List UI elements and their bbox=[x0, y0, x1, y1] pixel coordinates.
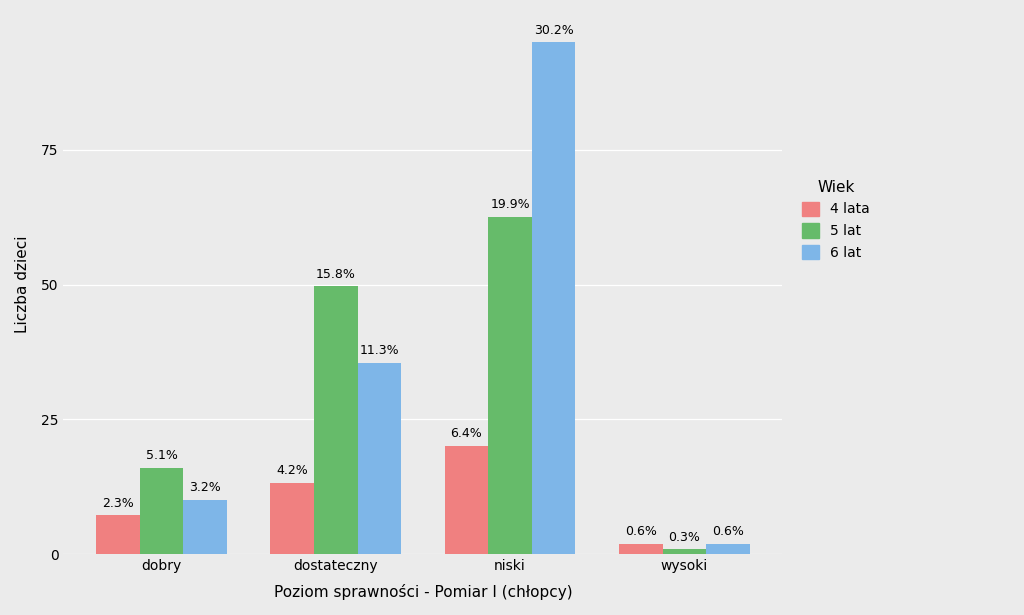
Bar bbox=[531, 42, 575, 554]
Bar bbox=[488, 216, 531, 554]
Bar bbox=[270, 483, 314, 554]
Text: 6.4%: 6.4% bbox=[451, 427, 482, 440]
Bar bbox=[707, 544, 750, 554]
Bar bbox=[96, 515, 139, 554]
Bar bbox=[139, 468, 183, 554]
Text: 0.6%: 0.6% bbox=[712, 525, 743, 538]
Text: 15.8%: 15.8% bbox=[315, 268, 355, 280]
Text: 4.2%: 4.2% bbox=[276, 464, 308, 477]
Legend: 4 lata, 5 lat, 6 lat: 4 lata, 5 lat, 6 lat bbox=[797, 174, 876, 266]
Text: 0.3%: 0.3% bbox=[669, 531, 700, 544]
Text: 11.3%: 11.3% bbox=[359, 344, 399, 357]
Bar bbox=[663, 549, 707, 554]
Text: 19.9%: 19.9% bbox=[490, 198, 529, 211]
Text: 0.6%: 0.6% bbox=[625, 525, 656, 538]
Text: 5.1%: 5.1% bbox=[145, 450, 177, 462]
Bar bbox=[357, 363, 401, 554]
Bar bbox=[444, 446, 488, 554]
Y-axis label: Liczba dzieci: Liczba dzieci bbox=[15, 236, 30, 333]
Text: 30.2%: 30.2% bbox=[534, 23, 573, 36]
Bar bbox=[183, 499, 227, 554]
Text: 2.3%: 2.3% bbox=[102, 497, 134, 510]
Bar bbox=[618, 544, 663, 554]
X-axis label: Poziom sprawności - Pomiar I (chłopcy): Poziom sprawności - Pomiar I (chłopcy) bbox=[273, 584, 572, 600]
Bar bbox=[314, 286, 357, 554]
Text: 3.2%: 3.2% bbox=[189, 481, 221, 494]
